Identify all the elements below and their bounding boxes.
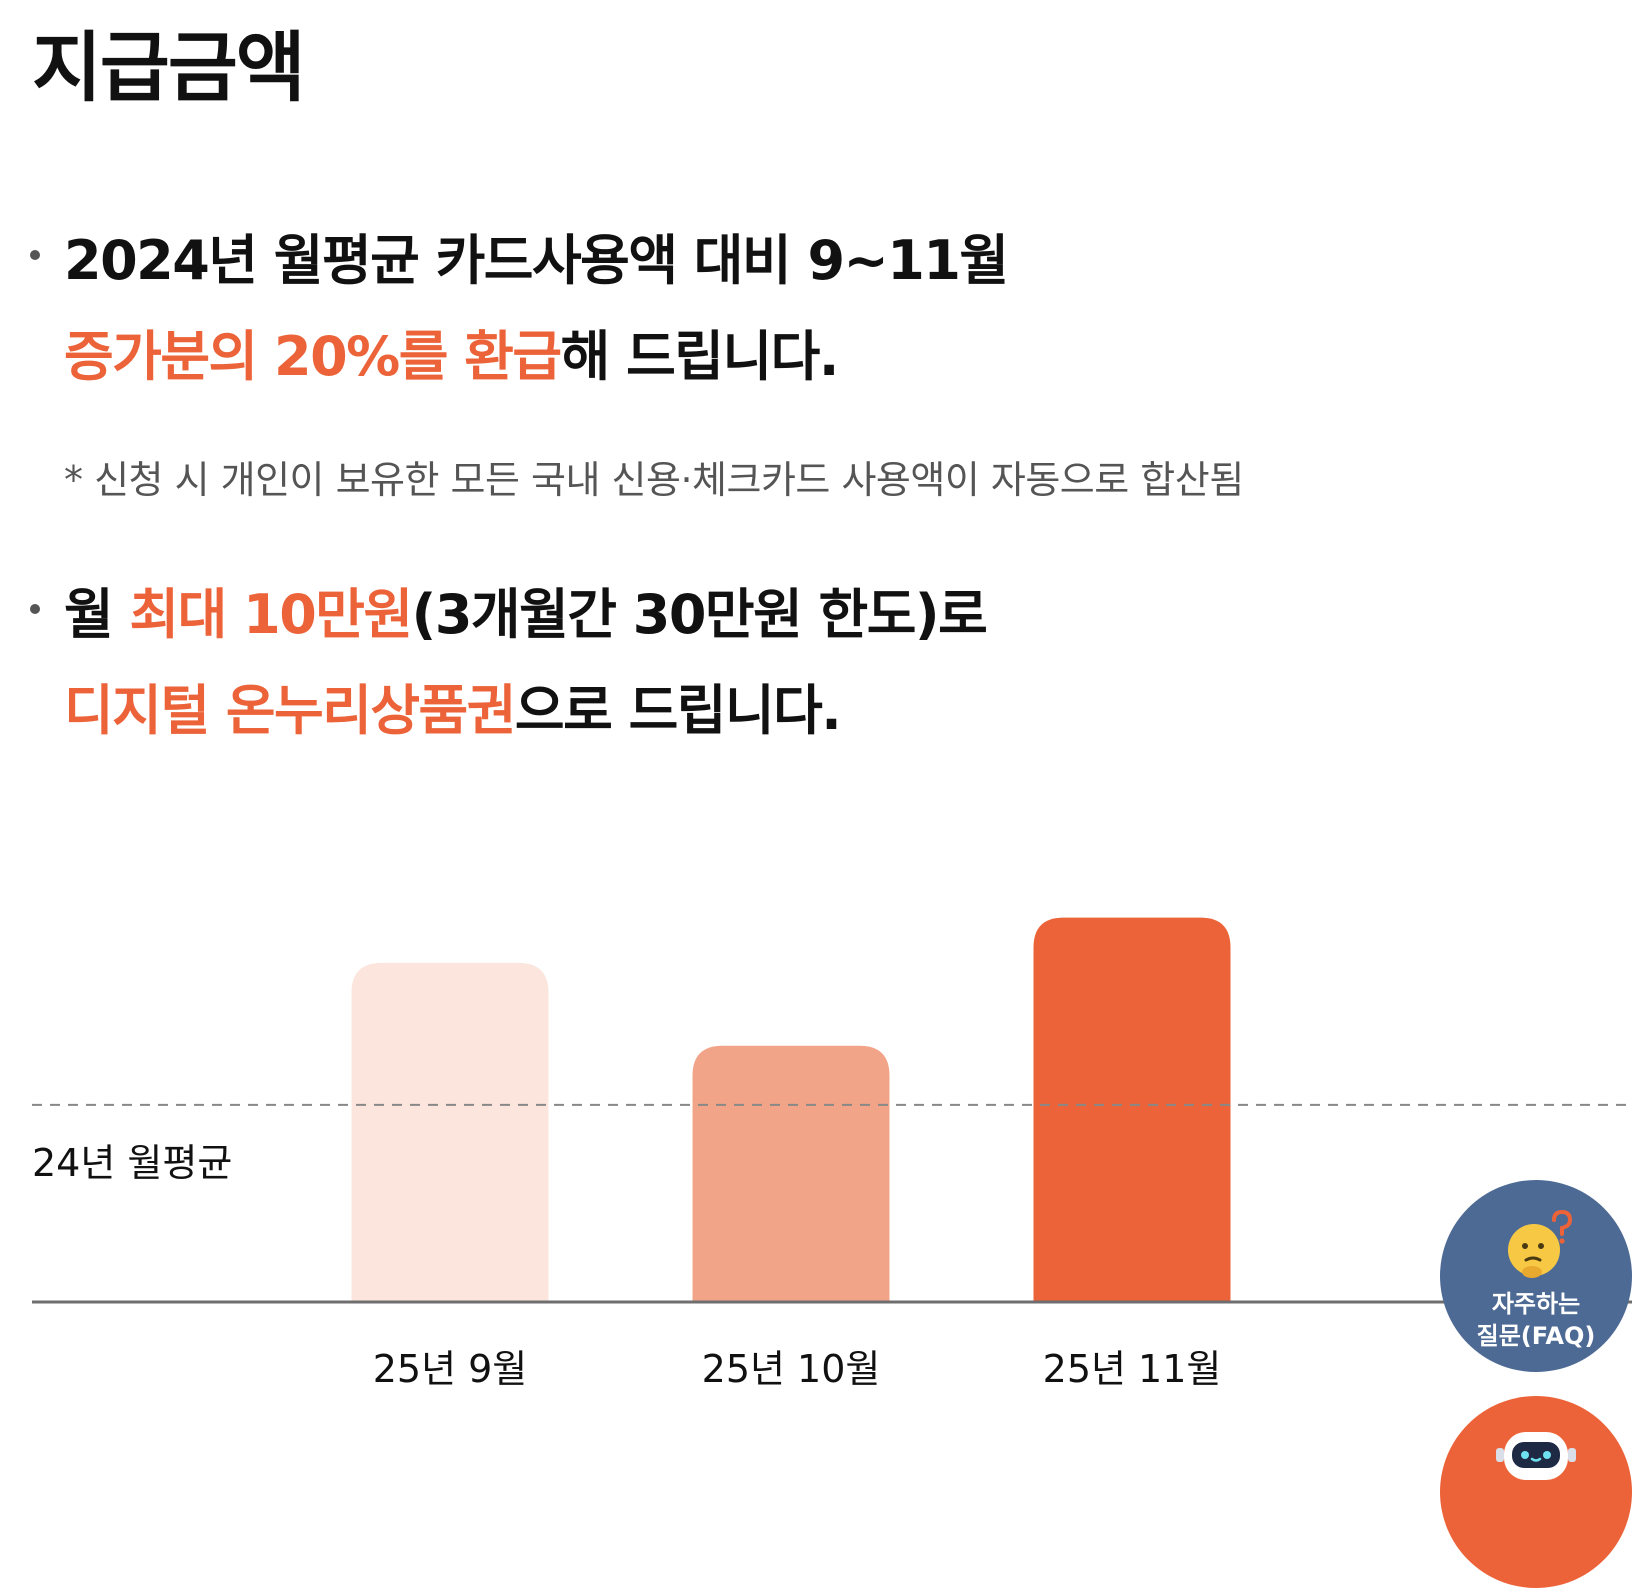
bullet-text: 월 <box>64 583 130 646</box>
highlight-text: 최대 10만원 <box>129 583 413 646</box>
faq-button[interactable]: 자주하는 질문(FAQ) <box>1440 1180 1632 1372</box>
bar-2 <box>692 1045 890 1302</box>
bullet-text: 해 드립니다. <box>560 325 840 388</box>
x-axis-label: 25년 9월 <box>373 1347 528 1391</box>
bar-1 <box>351 962 549 1302</box>
page-title: 지급금액 <box>32 23 306 112</box>
x-axis-label: 25년 11월 <box>1043 1347 1222 1391</box>
x-axis-label: 25년 10월 <box>702 1347 881 1391</box>
bullet-dot <box>30 604 40 614</box>
bar-3 <box>1033 917 1231 1302</box>
bullet-text: 으로 드립니다. <box>514 679 842 742</box>
robot-icon <box>1496 1432 1576 1480</box>
reference-line-label: 24년 월평균 <box>32 1141 233 1185</box>
chatbot-button[interactable] <box>1440 1396 1632 1588</box>
faq-label-line1: 자주하는 <box>1491 1290 1581 1318</box>
highlight-text: 디지털 온누리상품권 <box>64 679 516 742</box>
bullet-line: 2024년 월평균 카드사용액 대비 9~11월 <box>64 226 1009 296</box>
faq-label-line2: 질문(FAQ) <box>1476 1322 1596 1350</box>
bar-chart: 25년 9월 25년 10월 25년 11월 <box>32 917 1632 1391</box>
bullet-dot <box>30 250 40 260</box>
highlight-text: 증가분의 20%를 환급 <box>64 325 562 388</box>
bullet-line: 월 최대 10만원(3개월간 30만원 한도)로 <box>64 580 988 650</box>
note-text: * 신청 시 개인이 보유한 모든 국내 신용·체크카드 사용액이 자동으로 합… <box>64 458 1244 502</box>
bullet-line: 디지털 온누리상품권으로 드립니다. <box>64 676 842 746</box>
bullet-text: 2024년 월평균 카드사용액 대비 9~11월 <box>64 229 1009 292</box>
thinking-face-icon <box>1508 1210 1573 1278</box>
bullet-text: (3개월간 30만원 한도)로 <box>411 583 988 646</box>
bullet-line: 증가분의 20%를 환급해 드립니다. <box>64 322 840 392</box>
